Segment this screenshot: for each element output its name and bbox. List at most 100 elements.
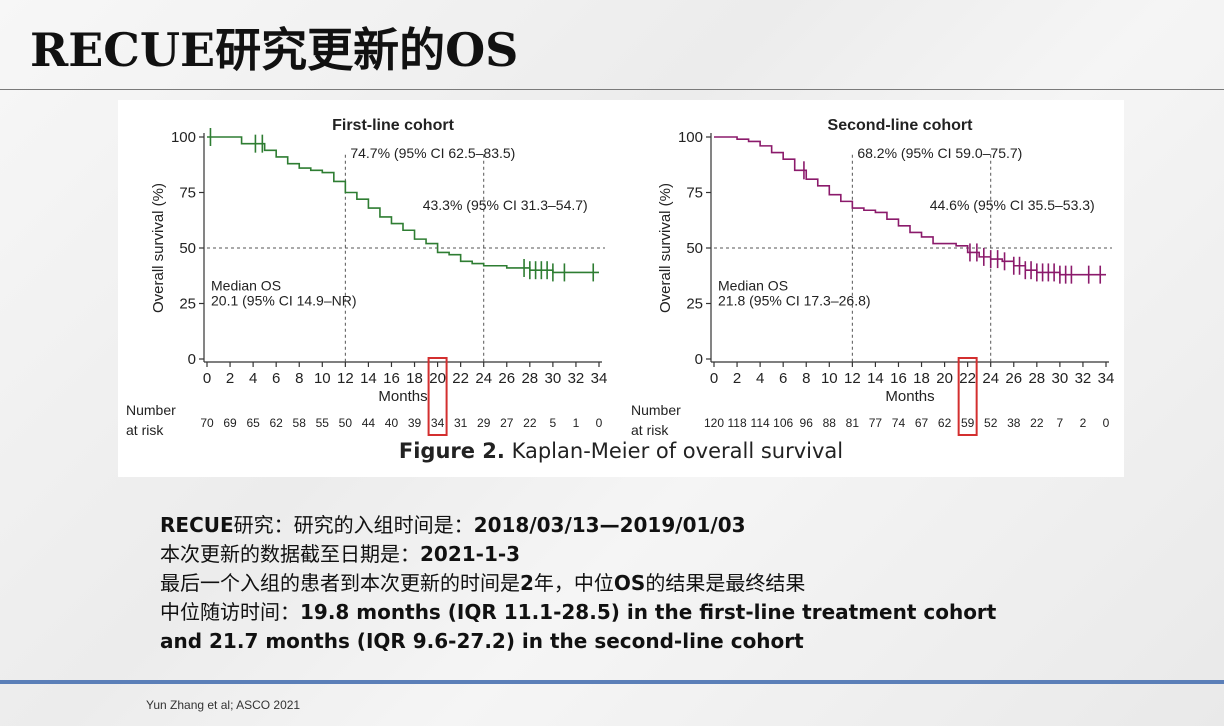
note-3a: 最后一个入组的患者到本次更新的时间是 bbox=[160, 571, 520, 595]
chart-title: Second-line cohort bbox=[828, 117, 974, 134]
x-tick-label: 26 bbox=[498, 370, 515, 387]
x-tick-label: 8 bbox=[802, 370, 810, 387]
y-tick-label: 0 bbox=[695, 351, 703, 368]
risk-label: at risk bbox=[631, 422, 669, 438]
x-axis-label: Months bbox=[378, 388, 427, 405]
x-tick-label: 10 bbox=[821, 370, 838, 387]
x-tick-label: 30 bbox=[545, 370, 562, 387]
note-1c: 2018/03/13—2019/01/03 bbox=[473, 513, 746, 537]
risk-value: 39 bbox=[408, 416, 422, 430]
x-tick-label: 32 bbox=[568, 370, 585, 387]
risk-value: 22 bbox=[1030, 416, 1044, 430]
risk-value: 34 bbox=[431, 416, 445, 430]
note-1a: RECUE bbox=[160, 513, 234, 537]
x-tick-label: 24 bbox=[475, 370, 492, 387]
highlight-box bbox=[427, 357, 448, 436]
risk-value: 120 bbox=[704, 416, 724, 430]
x-tick-label: 34 bbox=[1098, 370, 1115, 387]
x-tick-label: 16 bbox=[383, 370, 400, 387]
x-tick-label: 2 bbox=[733, 370, 741, 387]
risk-value: 62 bbox=[938, 416, 952, 430]
note-2a: 本次更新的数据截至日期是： bbox=[160, 542, 420, 566]
note-line-5: and 21.7 months (IQR 9.6-27.2) in the se… bbox=[160, 627, 1120, 656]
x-tick-label: 8 bbox=[295, 370, 303, 387]
risk-value: 77 bbox=[869, 416, 883, 430]
x-tick-label: 16 bbox=[890, 370, 907, 387]
note-2b: 2021-1-3 bbox=[420, 542, 521, 566]
risk-value: 62 bbox=[269, 416, 283, 430]
risk-value: 88 bbox=[823, 416, 837, 430]
risk-value: 55 bbox=[316, 416, 330, 430]
annotation-text: Median OS bbox=[211, 278, 281, 294]
risk-value: 40 bbox=[385, 416, 399, 430]
risk-value: 38 bbox=[1007, 416, 1021, 430]
x-tick-label: 14 bbox=[360, 370, 377, 387]
x-tick-label: 28 bbox=[1028, 370, 1045, 387]
x-tick-label: 14 bbox=[867, 370, 884, 387]
risk-label: at risk bbox=[126, 422, 164, 438]
note-3b: 2 bbox=[520, 571, 534, 595]
x-tick-label: 28 bbox=[521, 370, 538, 387]
risk-value: 50 bbox=[339, 416, 353, 430]
risk-value: 52 bbox=[984, 416, 998, 430]
chart-title: First-line cohort bbox=[332, 117, 454, 134]
y-tick-label: 75 bbox=[179, 185, 196, 202]
note-1b: 研究：研究的入组时间是： bbox=[233, 513, 474, 537]
x-tick-label: 34 bbox=[591, 370, 608, 387]
notes-block: RECUE研究：研究的入组时间是：2018/03/13—2019/01/03 本… bbox=[160, 511, 1120, 656]
risk-label: Number bbox=[631, 402, 681, 418]
x-tick-label: 18 bbox=[406, 370, 423, 387]
x-tick-label: 4 bbox=[249, 370, 257, 387]
y-tick-label: 75 bbox=[686, 185, 703, 202]
risk-value: 81 bbox=[846, 416, 860, 430]
y-tick-label: 50 bbox=[179, 240, 196, 257]
x-tick-label: 30 bbox=[1052, 370, 1069, 387]
slide-title: RECUE研究更新的OS bbox=[30, 23, 519, 77]
risk-label: Number bbox=[126, 402, 176, 418]
x-tick-label: 12 bbox=[337, 370, 354, 387]
risk-value: 96 bbox=[800, 416, 814, 430]
risk-value: 27 bbox=[500, 416, 514, 430]
y-tick-label: 50 bbox=[686, 240, 703, 257]
x-tick-label: 0 bbox=[203, 370, 211, 387]
x-tick-label: 10 bbox=[314, 370, 331, 387]
figure-caption: Figure 2. Kaplan-Meier of overall surviv… bbox=[118, 439, 1124, 463]
x-tick-label: 6 bbox=[272, 370, 280, 387]
risk-value: 31 bbox=[454, 416, 468, 430]
note-line-4: 中位随访时间：19.8 months (IQR 11.1-28.5) in th… bbox=[160, 598, 1120, 627]
y-tick-label: 0 bbox=[188, 351, 196, 368]
x-tick-label: 22 bbox=[452, 370, 469, 387]
annotation-text: 68.2% (95% CI 59.0–75.7) bbox=[857, 145, 1022, 161]
risk-value: 59 bbox=[961, 416, 975, 430]
x-tick-label: 20 bbox=[936, 370, 953, 387]
annotation-text: 74.7% (95% CI 62.5–83.5) bbox=[350, 145, 515, 161]
risk-value: 44 bbox=[362, 416, 376, 430]
note-line-2: 本次更新的数据截至日期是：2021-1-3 bbox=[160, 540, 1120, 569]
risk-value: 118 bbox=[727, 416, 746, 430]
x-tick-label: 18 bbox=[913, 370, 930, 387]
risk-value: 70 bbox=[200, 416, 214, 430]
note-3c: 年，中位 bbox=[533, 571, 614, 595]
x-tick-label: 2 bbox=[226, 370, 234, 387]
x-tick-label: 26 bbox=[1005, 370, 1022, 387]
annotation-text: 43.3% (95% CI 31.3–54.7) bbox=[423, 197, 588, 213]
note-line-3: 最后一个入组的患者到本次更新的时间是2年，中位OS的结果是最终结果 bbox=[160, 569, 1120, 598]
survival-curve bbox=[714, 136, 1106, 276]
note-3e: 的结果是最终结果 bbox=[645, 571, 806, 595]
survival-curve bbox=[207, 136, 599, 274]
note-3d: OS bbox=[613, 571, 646, 595]
x-tick-label: 6 bbox=[779, 370, 787, 387]
risk-value: 1 bbox=[573, 416, 580, 430]
note-4b: 19.8 months (IQR 11.1-28.5) in the first… bbox=[300, 600, 997, 624]
risk-value: 74 bbox=[892, 416, 906, 430]
risk-value: 114 bbox=[751, 416, 770, 430]
note-4a: 中位随访时间： bbox=[160, 600, 300, 624]
risk-value: 69 bbox=[223, 416, 237, 430]
annotation-text: 20.1 (95% CI 14.9–NR) bbox=[211, 293, 357, 309]
risk-value: 58 bbox=[293, 416, 307, 430]
risk-value: 67 bbox=[915, 416, 929, 430]
risk-value: 65 bbox=[246, 416, 260, 430]
